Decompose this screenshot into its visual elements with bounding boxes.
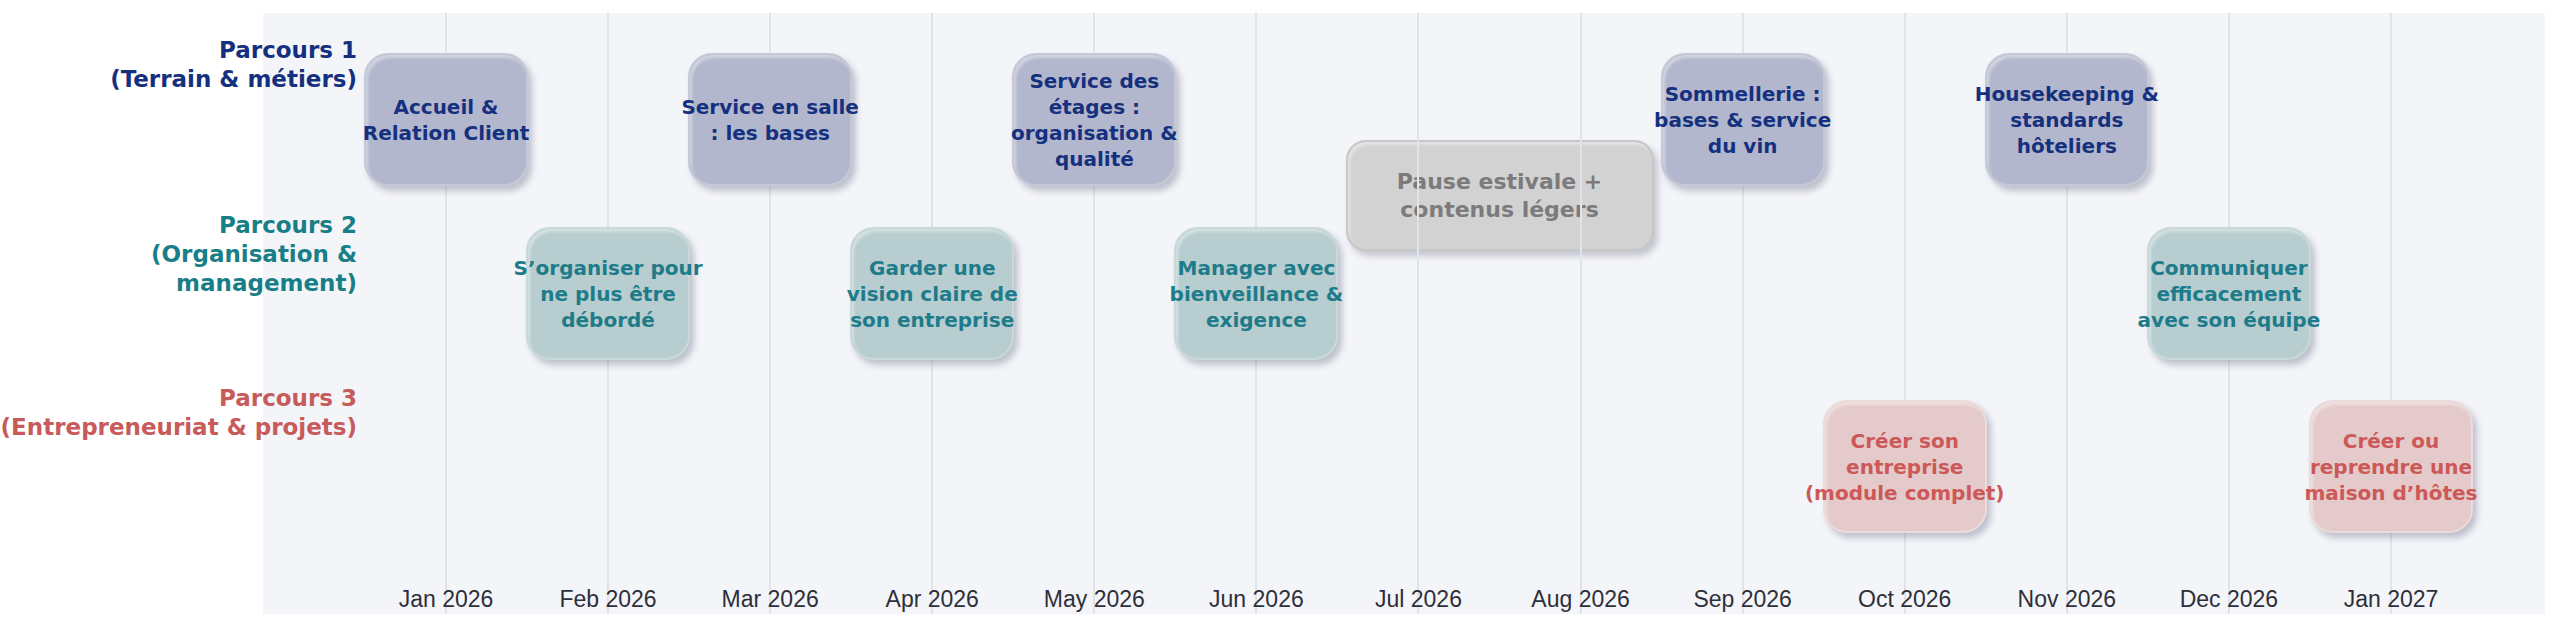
x-axis-tick-label: Apr 2026 [850,586,1014,613]
x-axis-tick-label: Jan 2027 [2309,586,2473,613]
module-box-label: S’organiser pour ne plus être débordé [514,255,703,333]
x-axis-tick-label: May 2026 [1012,586,1176,613]
module-box-label: Manager avec bienveillance & exigence [1170,255,1344,333]
pause-period-box: Pause estivale + contenus légers [1346,140,1654,251]
module-box: Housekeeping & standards hôteliers [1985,53,2149,186]
plot-area: Pause estivale + contenus légers Jan 202… [263,13,2545,614]
x-axis-tick-label: Jun 2026 [1174,586,1338,613]
module-box-label: Communiquer efficacement avec son équipe [2138,255,2321,333]
module-box: Garder une vision claire de son entrepri… [850,227,1014,360]
row-label-parcours-3: Parcours 3 (Entrepreneuriat & projets) [1,384,357,442]
module-box: Créer son entreprise (module complet) [1823,400,1987,533]
module-box-label: Créer ou reprendre une maison d’hôtes [2305,428,2478,506]
x-axis-tick-label: Jan 2026 [364,586,528,613]
x-axis-tick-label: Feb 2026 [526,586,690,613]
module-box: Communiquer efficacement avec son équipe [2147,227,2311,360]
x-axis-tick-label: Nov 2026 [1985,586,2149,613]
module-box: Accueil & Relation Client [364,53,528,186]
module-box-label: Accueil & Relation Client [363,94,529,146]
x-axis-tick-label: Oct 2026 [1823,586,1987,613]
module-box-label: Sommellerie : bases & service du vin [1654,81,1831,159]
x-axis-tick-label: Dec 2026 [2147,586,2311,613]
module-box: Sommellerie : bases & service du vin [1661,53,1825,186]
module-box-label: Garder une vision claire de son entrepri… [847,255,1018,333]
module-box: Service en salle : les bases [688,53,852,186]
row-label-parcours-1: Parcours 1 (Terrain & métiers) [110,36,357,94]
month-gridline [1580,13,1582,614]
module-box: Manager avec bienveillance & exigence [1174,227,1338,360]
module-box-label: Service des étages : organisation & qual… [1011,68,1178,172]
module-box: Service des étages : organisation & qual… [1012,53,1176,186]
timeline-chart: Pause estivale + contenus légers Jan 202… [0,0,2560,631]
x-axis-tick-label: Aug 2026 [1499,586,1663,613]
module-box-label: Housekeeping & standards hôteliers [1975,81,2159,159]
x-axis-tick-label: Jul 2026 [1336,586,1500,613]
month-gridline [1417,13,1419,614]
module-box-label: Service en salle : les bases [681,94,859,146]
x-axis-tick-label: Mar 2026 [688,586,852,613]
module-box: S’organiser pour ne plus être débordé [526,227,690,360]
module-box: Créer ou reprendre une maison d’hôtes [2309,400,2473,533]
row-label-parcours-2: Parcours 2 (Organisation & management) [0,211,357,298]
module-box-label: Créer son entreprise (module complet) [1805,428,2005,506]
x-axis-tick-label: Sep 2026 [1661,586,1825,613]
